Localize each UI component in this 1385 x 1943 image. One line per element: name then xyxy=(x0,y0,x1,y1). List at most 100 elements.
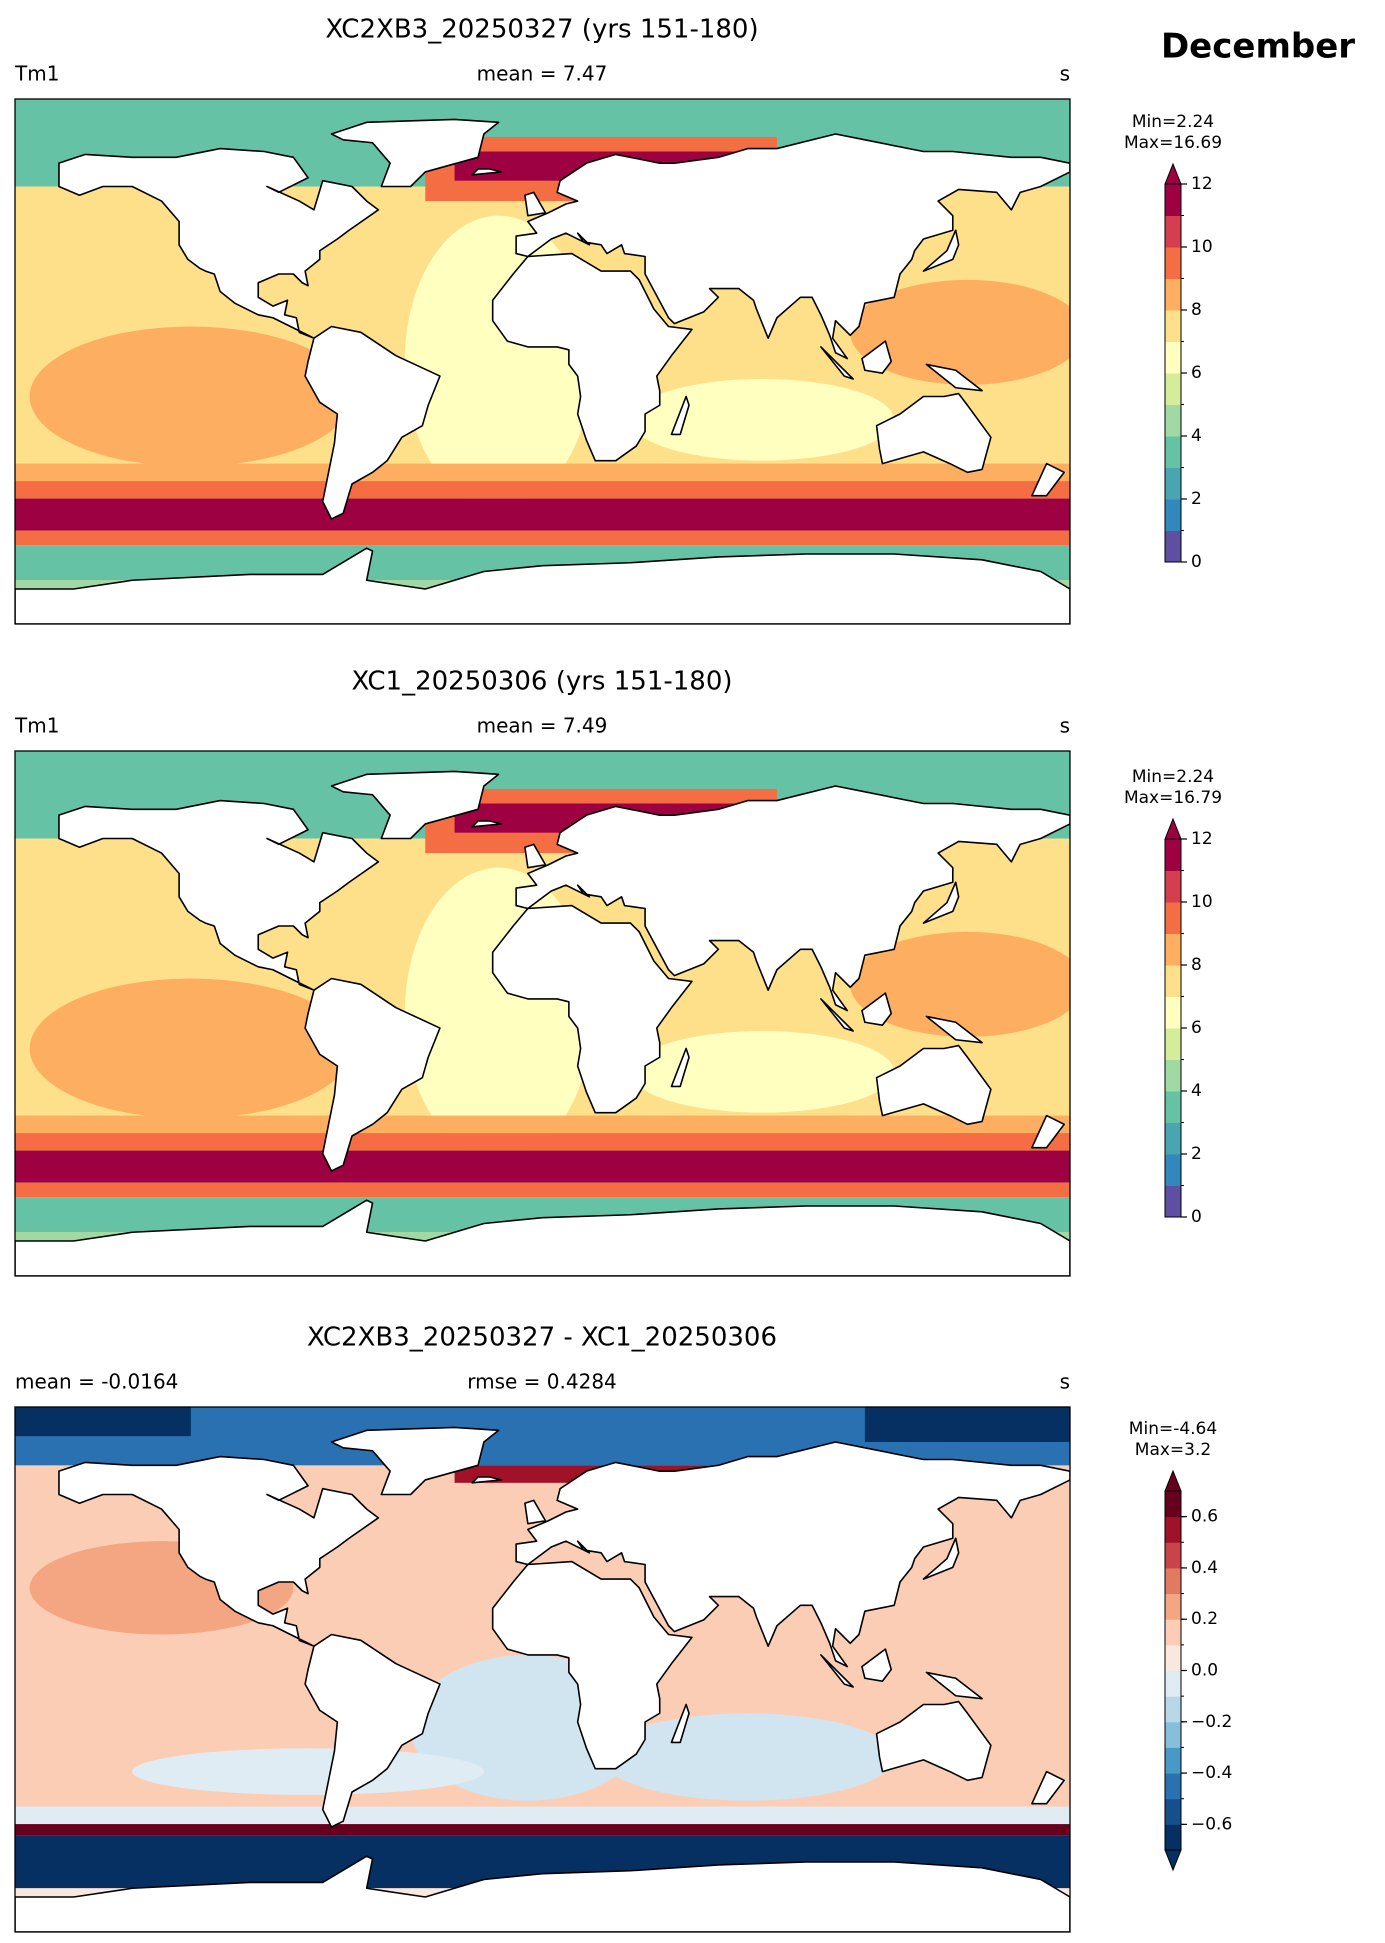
right-label: s xyxy=(1060,62,1070,86)
colorbar-bin xyxy=(1165,1567,1181,1595)
ocean-field xyxy=(15,1806,1070,1825)
colorbar-tick-label: 2 xyxy=(1191,1144,1202,1164)
colorbar-bin xyxy=(1165,1491,1181,1518)
map xyxy=(15,1407,1070,1932)
colorbar-bin xyxy=(1165,1593,1181,1620)
colorbar-bin xyxy=(1165,965,1181,997)
ocean-field xyxy=(850,279,1070,385)
map xyxy=(15,751,1070,1276)
colorbar-bin xyxy=(1165,1542,1181,1569)
colorbar-tick-label: 2 xyxy=(1191,489,1202,509)
panel-title: XC2XB3_20250327 (yrs 151-180) xyxy=(325,15,758,45)
colorbar-tick-label: 8 xyxy=(1191,300,1202,320)
min-label: Min=-4.64 xyxy=(1129,1419,1217,1439)
map xyxy=(15,99,1070,624)
colorbar-tick-label: 0.4 xyxy=(1191,1558,1218,1578)
min-label: Min=2.24 xyxy=(1132,767,1214,787)
right-label: s xyxy=(1060,714,1070,738)
colorbar-bin xyxy=(1165,1670,1181,1697)
center-label: rmse = 0.4284 xyxy=(467,1370,617,1394)
figure-title: December xyxy=(1161,27,1355,67)
colorbar-tick-label: 0.6 xyxy=(1191,1507,1218,1527)
colorbar-bin xyxy=(1165,1747,1181,1774)
colorbar-tick-label: 8 xyxy=(1191,955,1202,975)
colorbar-tick-label: 10 xyxy=(1191,237,1213,257)
ocean-field xyxy=(15,1182,1070,1198)
colorbar-bin xyxy=(1165,933,1181,966)
colorbar-tick-label: −0.2 xyxy=(1191,1712,1232,1732)
panel: XC1_20250306 (yrs 151-180) Tm1 mean = 7.49… xyxy=(14,667,1222,1277)
colorbar-bin xyxy=(1165,184,1181,216)
ocean-field xyxy=(15,1115,1070,1134)
panel: XC2XB3_20250327 (yrs 151-180) Tm1 mean = 7… xyxy=(14,15,1222,625)
colorbar-tick-label: 0 xyxy=(1191,552,1202,572)
colorbar-bin xyxy=(1165,404,1181,437)
ocean-field xyxy=(15,1133,1070,1151)
ocean-field xyxy=(15,463,1070,482)
center-label: mean = 7.47 xyxy=(477,62,608,86)
center-label: mean = 7.49 xyxy=(477,714,608,738)
panel-title: XC2XB3_20250327 - XC1_20250306 xyxy=(307,1323,777,1353)
colorbar-bin xyxy=(1165,870,1181,903)
colorbar-bin xyxy=(1165,839,1181,871)
colorbar-bin xyxy=(1165,373,1181,405)
left-label: Tm1 xyxy=(14,62,59,86)
min-label: Min=2.24 xyxy=(1132,112,1214,132)
left-label: Tm1 xyxy=(14,714,59,738)
colorbar-bin xyxy=(1165,1696,1181,1723)
colorbar-tick-label: 0.2 xyxy=(1191,1609,1218,1629)
colorbar-bin xyxy=(1165,1028,1181,1060)
colorbar-bin xyxy=(1165,467,1181,500)
colorbar-bin xyxy=(1165,1091,1181,1123)
map-frame xyxy=(14,98,1071,625)
colorbar-bin xyxy=(1165,215,1181,248)
panel-title: XC1_20250306 (yrs 151-180) xyxy=(351,667,732,697)
ocean-field xyxy=(630,1031,895,1113)
colorbar-tick-label: 4 xyxy=(1191,426,1202,446)
colorbar-bin xyxy=(1165,902,1181,934)
ocean-field xyxy=(15,530,1070,546)
colorbar-tick-label: 6 xyxy=(1191,1018,1202,1038)
colorbar-tick-label: 10 xyxy=(1191,892,1213,912)
colorbar-bin xyxy=(1165,1185,1181,1218)
colorbar-bin xyxy=(1165,1773,1181,1800)
colorbar-bin xyxy=(1165,310,1181,342)
right-label: s xyxy=(1060,1370,1070,1394)
colorbar-bin xyxy=(1165,1619,1181,1646)
colorbar-bin xyxy=(1165,1059,1181,1092)
land xyxy=(15,119,1070,624)
colorbar-tick-label: 12 xyxy=(1191,829,1213,849)
colorbar-bin xyxy=(1165,1516,1181,1543)
ocean-field xyxy=(864,1407,1070,1442)
colorbar-bin xyxy=(1165,1644,1181,1671)
ocean-field xyxy=(15,1824,1070,1836)
max-label: Max=16.69 xyxy=(1124,133,1222,153)
colorbar-bin xyxy=(1165,278,1181,311)
ocean-field xyxy=(15,498,1070,531)
ocean-field xyxy=(15,481,1070,499)
ocean-field xyxy=(630,379,895,461)
colorbar-bin xyxy=(1165,1824,1181,1851)
colorbar-bin xyxy=(1165,530,1181,563)
max-label: Max=3.2 xyxy=(1135,1440,1211,1460)
colorbar-tick-label: 0.0 xyxy=(1191,1661,1218,1681)
colorbar-tick-label: 6 xyxy=(1191,363,1202,383)
colorbar-tick-label: 4 xyxy=(1191,1081,1202,1101)
ocean-field xyxy=(132,1748,484,1795)
ocean-field xyxy=(29,978,353,1119)
land xyxy=(15,1427,1070,1932)
colorbar-bin xyxy=(1165,996,1181,1029)
ocean-field xyxy=(29,326,353,467)
colorbar-bin xyxy=(1165,1721,1181,1748)
left-label: mean = -0.0164 xyxy=(15,1370,178,1394)
colorbar-bin xyxy=(1165,1154,1181,1186)
colorbar-tick-label: 12 xyxy=(1191,174,1213,194)
colorbar-tick-label: −0.6 xyxy=(1191,1814,1232,1834)
land xyxy=(15,771,1070,1276)
colorbar-bin xyxy=(1165,247,1181,279)
colorbar-tick-label: −0.4 xyxy=(1191,1763,1232,1783)
max-label: Max=16.79 xyxy=(1124,788,1222,808)
